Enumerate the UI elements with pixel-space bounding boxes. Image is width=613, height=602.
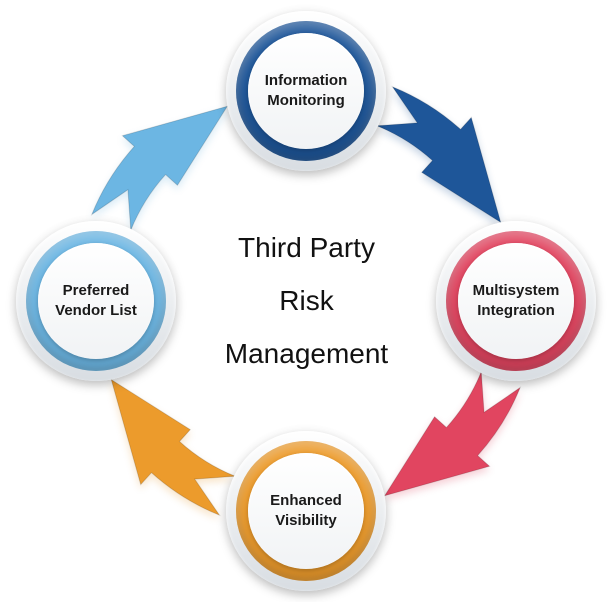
node-inner-disc: PreferredVendor List <box>38 243 154 359</box>
node-information-monitoring: InformationMonitoring <box>226 11 386 171</box>
node-inner-disc: EnhancedVisibility <box>248 453 364 569</box>
cycle-diagram: Third Party Risk Management InformationM… <box>0 0 613 602</box>
arrow-enhanced-visibility-to-preferred-vendor-list <box>111 380 235 516</box>
center-title: Third Party Risk Management <box>177 221 437 381</box>
node-label: InformationMonitoring <box>265 71 348 112</box>
node-label: PreferredVendor List <box>55 281 137 322</box>
arrow-multisystem-integration-to-enhanced-visibility <box>385 372 521 496</box>
node-inner-disc: MultisystemIntegration <box>458 243 574 359</box>
center-title-line-3: Management <box>177 328 437 381</box>
arrow-information-monitoring-to-multisystem-integration <box>377 87 501 223</box>
node-inner-disc: InformationMonitoring <box>248 33 364 149</box>
arrow-preferred-vendor-list-to-information-monitoring <box>92 106 228 230</box>
node-preferred-vendor-list: PreferredVendor List <box>16 221 176 381</box>
node-enhanced-visibility: EnhancedVisibility <box>226 431 386 591</box>
node-label: MultisystemIntegration <box>473 281 560 322</box>
center-title-line-1: Third Party <box>177 221 437 274</box>
node-label: EnhancedVisibility <box>270 491 342 532</box>
center-title-line-2: Risk <box>177 274 437 327</box>
node-multisystem-integration: MultisystemIntegration <box>436 221 596 381</box>
